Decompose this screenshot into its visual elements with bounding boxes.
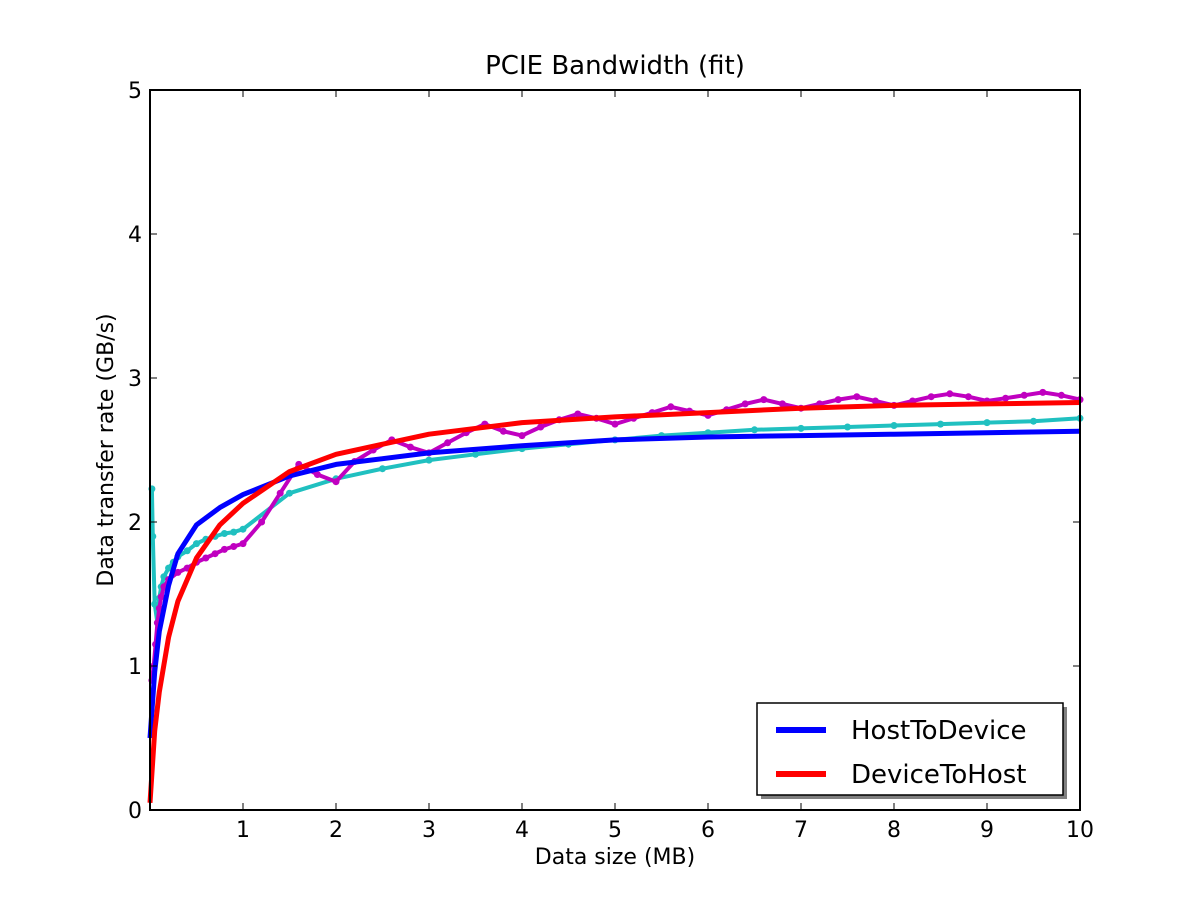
- data-point: [797, 424, 805, 432]
- x-tick-label: 1: [236, 818, 250, 843]
- data-point: [332, 478, 340, 486]
- data-point: [193, 540, 200, 548]
- data-point: [1057, 391, 1065, 399]
- x-tick-label: 4: [515, 818, 529, 843]
- y-tick-label: 2: [128, 511, 142, 536]
- data-point: [937, 420, 944, 428]
- legend: HostToDevice DeviceToHost: [756, 702, 1067, 799]
- x-tick-label: 5: [608, 818, 622, 843]
- data-point: [406, 443, 414, 451]
- data-point: [472, 450, 479, 458]
- data-point: [379, 465, 386, 473]
- fit-line-HostToDevice: [147, 428, 1081, 739]
- data-point: [286, 489, 293, 497]
- data-point: [157, 593, 165, 601]
- data-point: [537, 423, 545, 431]
- data-point: [741, 400, 749, 408]
- series-layer: [147, 388, 1084, 803]
- y-tick-label: 1: [128, 655, 142, 680]
- data-point: [183, 547, 191, 555]
- y-tick-label: 5: [128, 79, 142, 104]
- data-point: [444, 439, 452, 447]
- y-tick-label: 4: [128, 223, 142, 248]
- data-point: [853, 393, 861, 401]
- data-point: [258, 518, 266, 526]
- data-point: [574, 410, 582, 418]
- data-point: [230, 528, 238, 536]
- data-point: [313, 471, 321, 478]
- x-axis-title: Data size (MB): [535, 845, 695, 870]
- data-point: [211, 550, 219, 558]
- data-point: [704, 429, 712, 437]
- legend-entry: HostToDevice: [776, 716, 1027, 746]
- data-point: [760, 396, 768, 404]
- legend-entries: HostToDevice DeviceToHost: [776, 716, 1027, 790]
- data-point: [983, 419, 991, 427]
- data-point: [518, 432, 526, 440]
- data-point: [276, 489, 284, 497]
- data-point: [202, 554, 210, 562]
- legend-entry: DeviceToHost: [776, 760, 1027, 790]
- data-point: [220, 545, 228, 553]
- chart-title: PCIE Bandwidth (fit): [485, 51, 745, 81]
- data-point: [964, 393, 972, 401]
- legend-label: DeviceToHost: [851, 760, 1027, 790]
- y-tick-label: 3: [128, 367, 142, 392]
- data-point: [927, 393, 935, 401]
- data-point: [151, 600, 159, 608]
- data-point: [149, 532, 157, 540]
- ticks-layer: 1 2 3 4 5 6 7 8 9 10 0 1 2 3 4 5: [128, 79, 1094, 843]
- plot-area: 1 2 3 4 5 6 7 8 9 10 0 1 2 3 4 5: [128, 79, 1094, 843]
- data-point: [220, 530, 228, 537]
- data-point: [778, 400, 786, 408]
- x-tick-label: 6: [701, 818, 715, 843]
- data-point: [834, 396, 842, 404]
- data-point: [946, 390, 954, 398]
- data-point: [1030, 417, 1037, 425]
- data-point: [611, 420, 619, 428]
- data-point: [230, 543, 238, 550]
- data-point: [751, 426, 758, 434]
- data-point: [890, 422, 898, 429]
- x-tick-label: 9: [980, 818, 994, 843]
- data-point: [425, 456, 433, 464]
- data-point: [239, 525, 247, 533]
- data-point: [1039, 388, 1047, 396]
- x-tick-label: 10: [1066, 818, 1094, 843]
- fit-line-DeviceToHost: [147, 400, 1081, 803]
- data-point: [239, 540, 247, 548]
- data-point: [667, 403, 675, 411]
- x-tick-label: 8: [887, 818, 901, 843]
- x-tick-label: 2: [329, 818, 343, 843]
- data-point: [165, 564, 173, 572]
- legend-label: HostToDevice: [851, 716, 1027, 746]
- data-point: [1020, 391, 1028, 399]
- x-tick-label: 7: [794, 818, 808, 843]
- data-point: [871, 397, 879, 405]
- data-point: [1002, 394, 1010, 402]
- data-point: [844, 423, 851, 431]
- y-tick-label: 0: [128, 799, 142, 824]
- data-point: [499, 427, 507, 435]
- legend-box: [756, 702, 1064, 796]
- data-point: [174, 568, 182, 576]
- y-axis-title: Data transfer rate (GB/s): [94, 313, 119, 586]
- x-tick-label: 3: [422, 818, 436, 843]
